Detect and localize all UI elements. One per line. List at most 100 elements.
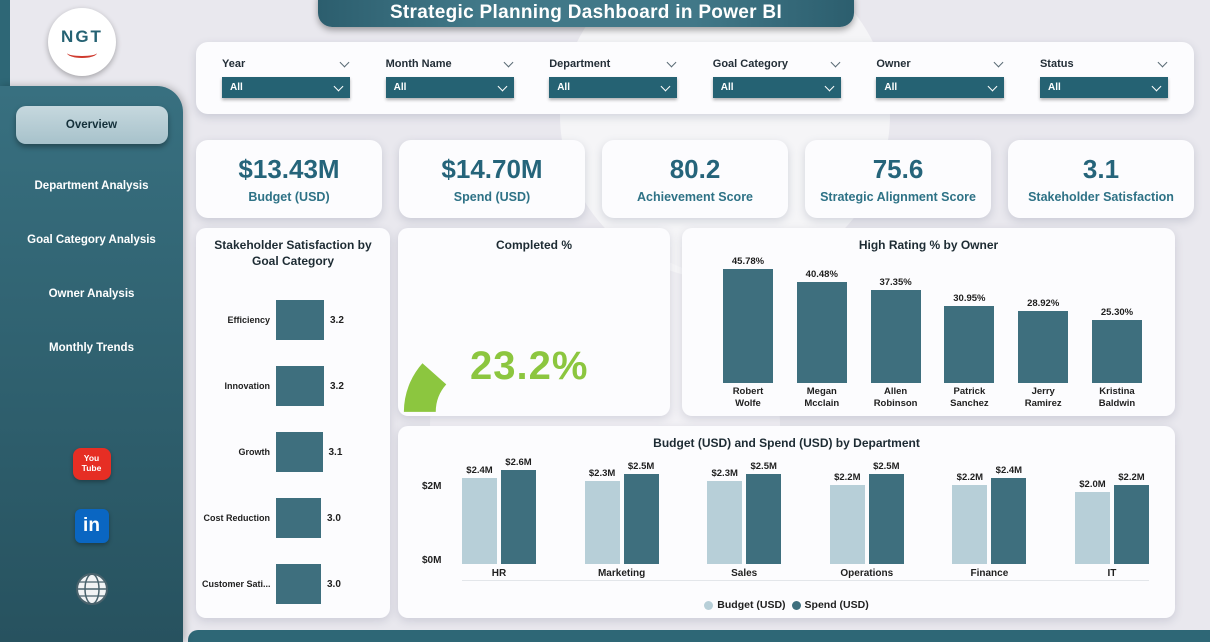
satisfaction-bar[interactable]: [276, 432, 323, 472]
filter-dropdown[interactable]: All: [712, 77, 841, 98]
sat-row: Innovation 3.2: [202, 366, 386, 406]
bar-wrap: $2.5M: [746, 461, 782, 564]
bar-wrap: $2.3M: [707, 468, 743, 564]
series-bar-spend-usd[interactable]: [1113, 484, 1149, 564]
kpi-card-strategic-alignment-score: 75.6 Strategic Alignment Score: [805, 140, 991, 218]
satisfaction-bar[interactable]: [276, 564, 321, 604]
linkedin-icon[interactable]: in: [74, 509, 109, 543]
chevron-down-icon: [987, 81, 998, 91]
filter-month-name: Month Name All: [385, 57, 514, 98]
filter-header: Month Name: [386, 57, 514, 70]
value-label: $2.5M: [750, 461, 777, 472]
owner-plot: 45.78% Robert Wolfe 40.48% Megan Mcclain 37.…: [716, 256, 1149, 412]
collapse-chevron-icon[interactable]: [339, 57, 350, 68]
sidebar-item-monthly-trends[interactable]: Monthly Trends: [49, 342, 134, 354]
series-bar-spend-usd[interactable]: [991, 477, 1027, 564]
bar-pair: $2.2M $2.5M: [829, 461, 904, 564]
bar-wrap: $2.5M: [868, 461, 904, 564]
legend-label: Budget (USD): [717, 599, 786, 611]
series-bar-budget-usd[interactable]: [1074, 492, 1110, 564]
chevron-down-icon: [660, 81, 671, 91]
series-bar-spend-usd[interactable]: [623, 474, 659, 564]
filter-status: Status All: [1039, 57, 1168, 98]
value-label: $2.0M: [1079, 479, 1106, 490]
completed-gauge-card: Completed % 23.2%: [398, 228, 670, 416]
owner-column-kristina-baldwin: 25.30% Kristina Baldwin: [1085, 307, 1149, 412]
series-bar-spend-usd[interactable]: [501, 470, 536, 564]
chevron-down-icon: [497, 81, 508, 91]
collapse-chevron-icon[interactable]: [993, 57, 1004, 68]
sidebar-item-department-analysis[interactable]: Department Analysis: [34, 180, 149, 192]
kpi-value: $13.43M: [238, 154, 340, 184]
kpi-label: Strategic Alignment Score: [820, 190, 976, 204]
left-edge-accent: [0, 0, 10, 96]
dept-plot: $2.4M $2.6M HR $2.3M $2.5M Marketing $2.3M $2.5…: [462, 452, 1149, 581]
value-label: 37.35%: [879, 276, 912, 288]
owner-column-megan-mcclain: 40.48% Megan Mcclain: [790, 269, 854, 412]
filter-dropdown[interactable]: All: [222, 77, 350, 98]
logo-text: NGT: [61, 26, 103, 46]
legend-item-spend-usd[interactable]: Spend (USD): [791, 599, 869, 611]
sat-row: Growth 3.1: [202, 432, 386, 472]
collapse-chevron-icon[interactable]: [830, 57, 841, 68]
filter-header: Status: [1040, 57, 1168, 70]
sidebar: Overview Department Analysis Goal Category…: [0, 86, 183, 642]
logo: NGT: [48, 8, 116, 76]
owner-bar[interactable]: [796, 281, 847, 383]
kpi-label: Achievement Score: [636, 190, 754, 204]
owner-bar[interactable]: [1091, 319, 1142, 383]
youtube-label-bottom: Tube: [81, 463, 102, 473]
filter-dropdown[interactable]: All: [549, 77, 678, 98]
value-label: $2.4M: [995, 464, 1023, 476]
value-label: $2.5M: [627, 461, 655, 472]
youtube-icon[interactable]: You Tube: [72, 448, 111, 480]
satisfaction-bar[interactable]: [276, 498, 321, 538]
satisfaction-bar[interactable]: [276, 366, 324, 406]
owner-bar[interactable]: [944, 305, 995, 383]
collapse-chevron-icon[interactable]: [503, 57, 514, 68]
filter-label: Owner: [876, 58, 911, 70]
kpi-value: 80.2: [669, 154, 721, 184]
owner-bar[interactable]: [1018, 310, 1069, 383]
series-bar-spend-usd[interactable]: [746, 474, 782, 564]
collapse-chevron-icon[interactable]: [1157, 57, 1168, 68]
series-bar-budget-usd[interactable]: [707, 481, 743, 564]
value-label: 3.1: [328, 446, 343, 458]
dept-name: Sales: [731, 568, 758, 579]
value-label: 25.30%: [1100, 306, 1134, 318]
filter-dropdown[interactable]: All: [876, 77, 1005, 98]
series-bar-budget-usd[interactable]: [952, 484, 988, 564]
sidebar-item-goal-category-analysis[interactable]: Goal Category Analysis: [27, 234, 156, 246]
chart-legend: Budget (USD) Spend (USD): [398, 599, 1175, 611]
page-title: Strategic Planning Dashboard in Power BI: [389, 2, 783, 23]
sidebar-item-owner-analysis[interactable]: Owner Analysis: [48, 288, 135, 300]
website-globe-icon[interactable]: [75, 572, 109, 606]
series-bar-budget-usd[interactable]: [829, 484, 865, 564]
sidebar-item-overview[interactable]: Overview: [15, 106, 168, 144]
gauge-arc[interactable]: [403, 363, 447, 412]
legend-item-budget-usd[interactable]: Budget (USD): [704, 599, 786, 611]
dept-name: Finance: [970, 568, 1009, 579]
collapse-chevron-icon[interactable]: [666, 57, 677, 68]
satisfaction-bar[interactable]: [276, 300, 324, 340]
bottom-accent-bar: [188, 630, 1210, 642]
filter-dropdown[interactable]: All: [1039, 77, 1168, 98]
filter-label: Year: [222, 58, 246, 70]
value-label: 28.92%: [1027, 297, 1060, 309]
series-bar-spend-usd[interactable]: [868, 474, 904, 564]
chevron-down-icon: [824, 81, 835, 91]
kpi-label: Stakeholder Satisfaction: [1028, 190, 1174, 204]
owner-bar[interactable]: [723, 268, 773, 383]
series-bar-budget-usd[interactable]: [462, 477, 497, 564]
kpi-value: $14.70M: [441, 154, 543, 184]
series-bar-budget-usd[interactable]: [584, 481, 620, 564]
dropdown-selected-value: All: [884, 82, 898, 93]
dept-group-operations: $2.2M $2.5M Operations: [829, 461, 904, 580]
filter-label: Department: [549, 58, 611, 70]
social-links: You Tube in: [0, 448, 183, 606]
bar-wrap: $2.4M: [462, 465, 497, 564]
dropdown-selected-value: All: [1047, 82, 1061, 93]
value-label: 3.0: [327, 578, 341, 590]
owner-bar[interactable]: [870, 289, 921, 383]
filter-dropdown[interactable]: All: [385, 77, 514, 98]
